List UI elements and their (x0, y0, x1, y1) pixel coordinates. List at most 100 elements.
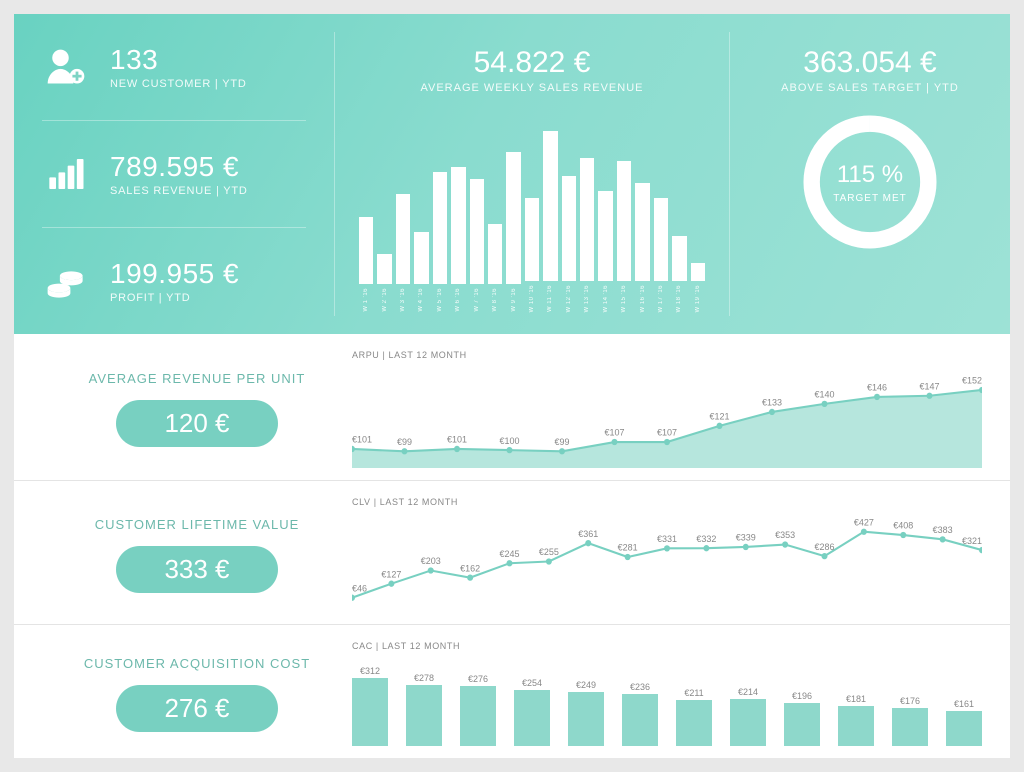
clv-chart: €46€127€203€162€245€255€361€281€331€332€… (352, 513, 982, 612)
bar-col: €312 (352, 666, 388, 746)
bar-label: €278 (414, 673, 434, 683)
bar-label: W 18 '16 (676, 285, 682, 313)
bar-col: €236 (622, 682, 658, 746)
chart-title: CLV | LAST 12 MONTH (352, 497, 982, 507)
bar (488, 224, 502, 284)
bar-col: W 6 '16 (451, 167, 465, 312)
bar-col: W 12 '16 (562, 176, 576, 313)
metric-pill: 333 € (116, 546, 277, 593)
target-sub: TARGET MET (833, 193, 907, 204)
svg-text:€152: €152 (962, 375, 982, 385)
svg-text:€107: €107 (605, 428, 625, 438)
bar-label: €276 (468, 674, 488, 684)
bar-col: W 5 '16 (433, 172, 447, 312)
svg-text:€46: €46 (352, 583, 367, 593)
bar-col: €276 (460, 674, 496, 746)
sales-dashboard: 133 NEW CUSTOMER | YTD 789.595 € SALES R… (14, 14, 1010, 758)
svg-text:€127: €127 (381, 569, 401, 579)
bar (460, 686, 496, 746)
bar-label: W 12 '16 (566, 285, 572, 313)
bar (543, 131, 557, 281)
bar-col: W 1 '16 (359, 217, 373, 312)
bar (635, 183, 649, 281)
weekly-sales-label: AVERAGE WEEKLY SALES REVENUE (420, 82, 643, 94)
coins-icon (42, 257, 90, 305)
svg-text:€203: €203 (421, 556, 441, 566)
bar (838, 706, 874, 746)
svg-text:€408: €408 (893, 520, 913, 530)
bar-label: W 15 '16 (621, 285, 627, 313)
arpu-chart: €101€99€101€100€99€107€107€121€133€140€1… (352, 366, 982, 468)
bar-col: W 19 '16 (691, 263, 705, 313)
bar-col: W 10 '16 (525, 198, 539, 312)
svg-text:€353: €353 (775, 530, 795, 540)
kpi-column: 133 NEW CUSTOMER | YTD 789.595 € SALES R… (14, 14, 334, 334)
row-cac: CUSTOMER ACQUISITION COST 276 € CAC | LA… (14, 625, 1010, 758)
bar (892, 708, 928, 747)
kpi-label: SALES REVENUE | YTD (110, 185, 248, 197)
bar-col: W 13 '16 (580, 158, 594, 313)
bar (525, 198, 539, 281)
bar-col: W 3 '16 (396, 194, 410, 312)
bar (784, 703, 820, 746)
row-title: CUSTOMER LIFETIME VALUE (95, 517, 300, 532)
bar-col: €278 (406, 673, 442, 746)
svg-text:€286: €286 (814, 542, 834, 552)
bar-label: W 14 '16 (603, 285, 609, 313)
bar (568, 692, 604, 746)
row-title: AVERAGE REVENUE PER UNIT (89, 371, 306, 386)
bar-label: W 9 '16 (511, 288, 517, 312)
svg-text:€133: €133 (762, 397, 782, 407)
svg-text:€321: €321 (962, 536, 982, 546)
bar-label: W 11 '16 (547, 285, 553, 312)
svg-text:€147: €147 (920, 381, 940, 391)
target-ring: 115 % TARGET MET (800, 112, 940, 252)
bar-label: W 8 '16 (492, 288, 498, 312)
weekly-sales-value: 54.822 € (474, 46, 591, 80)
bar-col: €211 (676, 688, 712, 746)
bar (396, 194, 410, 284)
user-plus-icon (42, 43, 90, 91)
kpi-profit: 199.955 € PROFIT | YTD (42, 228, 306, 334)
svg-text:€255: €255 (539, 547, 559, 557)
weekly-sales-chart: W 1 '16W 2 '16W 3 '16W 4 '16W 5 '16W 6 '… (355, 112, 709, 316)
kpi-value: 789.595 € (110, 151, 248, 183)
kpi-label: PROFIT | YTD (110, 292, 239, 304)
bar-col: €249 (568, 680, 604, 746)
target-pct: 115 % (837, 161, 903, 189)
bar-col: W 14 '16 (598, 191, 612, 313)
bar-label: W 1 '16 (363, 288, 369, 312)
bar (352, 678, 388, 746)
bar (470, 179, 484, 284)
bar-label: €176 (900, 696, 920, 706)
bar-col: W 18 '16 (672, 236, 686, 313)
svg-text:€339: €339 (736, 532, 756, 542)
bar-label: W 4 '16 (418, 288, 424, 312)
bar-label: €249 (576, 680, 596, 690)
svg-text:€162: €162 (460, 563, 480, 573)
bar-col: €176 (892, 696, 928, 747)
bar-label: W 6 '16 (455, 288, 461, 312)
bar-label: €214 (738, 687, 758, 697)
weekly-sales-panel: 54.822 € AVERAGE WEEKLY SALES REVENUE W … (334, 32, 730, 316)
bar-col: W 7 '16 (470, 179, 484, 312)
bar-col: W 9 '16 (506, 152, 520, 312)
bar-label: €181 (846, 694, 866, 704)
bar-label: €236 (630, 682, 650, 692)
chart-title: CAC | LAST 12 MONTH (352, 641, 982, 651)
bar (433, 172, 447, 285)
bar-col: W 15 '16 (617, 161, 631, 313)
bar-label: €211 (684, 688, 703, 698)
svg-text:€101: €101 (447, 434, 467, 444)
bar-label: €196 (792, 691, 812, 701)
kpi-sales-revenue: 789.595 € SALES REVENUE | YTD (42, 121, 306, 228)
bar (730, 699, 766, 746)
bars-icon (42, 150, 90, 198)
svg-text:€140: €140 (815, 389, 835, 399)
bar-col: €181 (838, 694, 874, 746)
svg-text:€361: €361 (578, 529, 598, 539)
svg-text:€101: €101 (352, 434, 372, 444)
bar-col: W 8 '16 (488, 224, 502, 312)
bar (622, 694, 658, 746)
row-title: CUSTOMER ACQUISITION COST (84, 656, 310, 671)
